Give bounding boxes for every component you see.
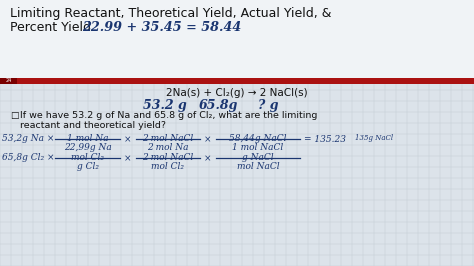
Bar [0, 78, 17, 84]
Text: Percent Yield: Percent Yield [10, 21, 99, 34]
Text: 53,2g Na ×: 53,2g Na × [2, 134, 55, 143]
Text: 22.99 + 35.45 = 58.44: 22.99 + 35.45 = 58.44 [82, 21, 241, 34]
Text: g Cl₂: g Cl₂ [77, 162, 99, 171]
Text: 1 mol NaCl: 1 mol NaCl [232, 143, 283, 152]
Text: mol NaCl: mol NaCl [237, 162, 279, 171]
Text: ×: × [204, 154, 211, 163]
Text: ×: × [124, 154, 131, 163]
Text: 65,8g Cl₂ ×: 65,8g Cl₂ × [2, 153, 55, 162]
Text: 22,99g Na: 22,99g Na [64, 143, 112, 152]
Text: 58,44g NaCl: 58,44g NaCl [229, 134, 287, 143]
Bar [0, 78, 474, 84]
Text: 2 mol Na: 2 mol Na [147, 143, 189, 152]
Text: 2 mol NaCl: 2 mol NaCl [142, 153, 193, 162]
Text: ×: × [124, 135, 131, 144]
Text: 2Na(s) + Cl₂(g) → 2 NaCl(s): 2Na(s) + Cl₂(g) → 2 NaCl(s) [166, 88, 308, 98]
Text: □: □ [10, 111, 18, 120]
Text: ? g: ? g [258, 99, 278, 112]
Text: reactant and theoretical yield?: reactant and theoretical yield? [20, 121, 166, 130]
Text: 135g NaCl: 135g NaCl [355, 134, 393, 142]
Text: 53.2 g: 53.2 g [143, 99, 187, 112]
Bar [0, 0, 474, 80]
Text: ×: × [204, 135, 211, 144]
Text: If we have 53.2 g of Na and 65.8 g of Cl₂, what are the limiting: If we have 53.2 g of Na and 65.8 g of Cl… [20, 111, 318, 120]
Text: 65.8g: 65.8g [198, 99, 237, 112]
Text: g NaCl: g NaCl [242, 153, 274, 162]
Text: 1 mol Na: 1 mol Na [67, 134, 109, 143]
Text: mol Cl₂: mol Cl₂ [72, 153, 104, 162]
Text: 2 mol NaCl: 2 mol NaCl [142, 134, 193, 143]
Text: = 135.23: = 135.23 [304, 135, 346, 144]
Text: 24: 24 [5, 78, 12, 84]
Text: Limiting Reactant, Theoretical Yield, Actual Yield, &: Limiting Reactant, Theoretical Yield, Ac… [10, 7, 331, 20]
Text: mol Cl₂: mol Cl₂ [152, 162, 184, 171]
